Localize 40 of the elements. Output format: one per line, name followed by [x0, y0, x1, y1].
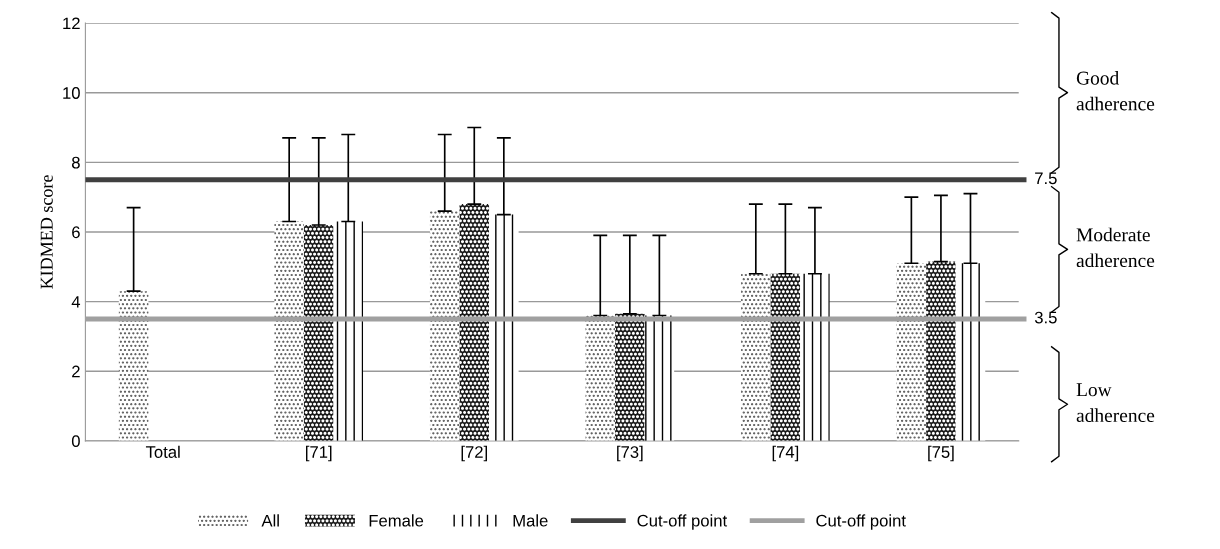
bar: [644, 315, 675, 441]
x-tick-label: [75]: [928, 445, 954, 462]
text: Good adherence: [1076, 71, 1155, 111]
text: Low adherence: [1076, 383, 1155, 423]
x-tick-label: [73]: [617, 445, 643, 462]
y-tick-label: 12: [63, 17, 80, 30]
bar: [741, 273, 771, 441]
y-tick-label: 0: [71, 435, 80, 448]
x-tick-label: [71]: [306, 445, 332, 462]
bar: [926, 261, 956, 441]
x-tick-label: Total: [145, 445, 180, 458]
y-axis-title: KIDMED score: [40, 175, 53, 289]
legend-label: All: [261, 514, 279, 527]
text: Moderate adherence: [1076, 227, 1155, 268]
y-tick-label: 6: [72, 226, 80, 239]
x-tick-label: [74]: [772, 445, 799, 462]
bar: [429, 211, 460, 441]
bar: [615, 313, 645, 441]
bar: [955, 263, 986, 441]
y-tick-label: 2: [72, 365, 80, 378]
bar: [459, 204, 490, 441]
legend-label: Cut-off point: [816, 514, 906, 530]
bar: [303, 224, 334, 441]
legend-label: Male: [513, 514, 548, 527]
legend-label: Female: [369, 514, 424, 527]
x-tick-label: [72]: [461, 445, 487, 462]
bar: [333, 221, 364, 441]
y-tick-label: 10: [63, 87, 80, 99]
y-tick-label: 8: [71, 156, 80, 169]
y-tick-label: 4: [71, 296, 81, 308]
bar: [896, 263, 927, 441]
bar: [118, 291, 149, 441]
legend-label: Cut-off point: [637, 514, 728, 530]
bar: [489, 214, 519, 441]
text: 3.5: [1034, 311, 1057, 324]
bar: [800, 273, 830, 441]
bar: [274, 221, 304, 441]
bar: [770, 273, 801, 441]
text: 7.5: [1035, 172, 1057, 185]
bar: [585, 315, 616, 441]
